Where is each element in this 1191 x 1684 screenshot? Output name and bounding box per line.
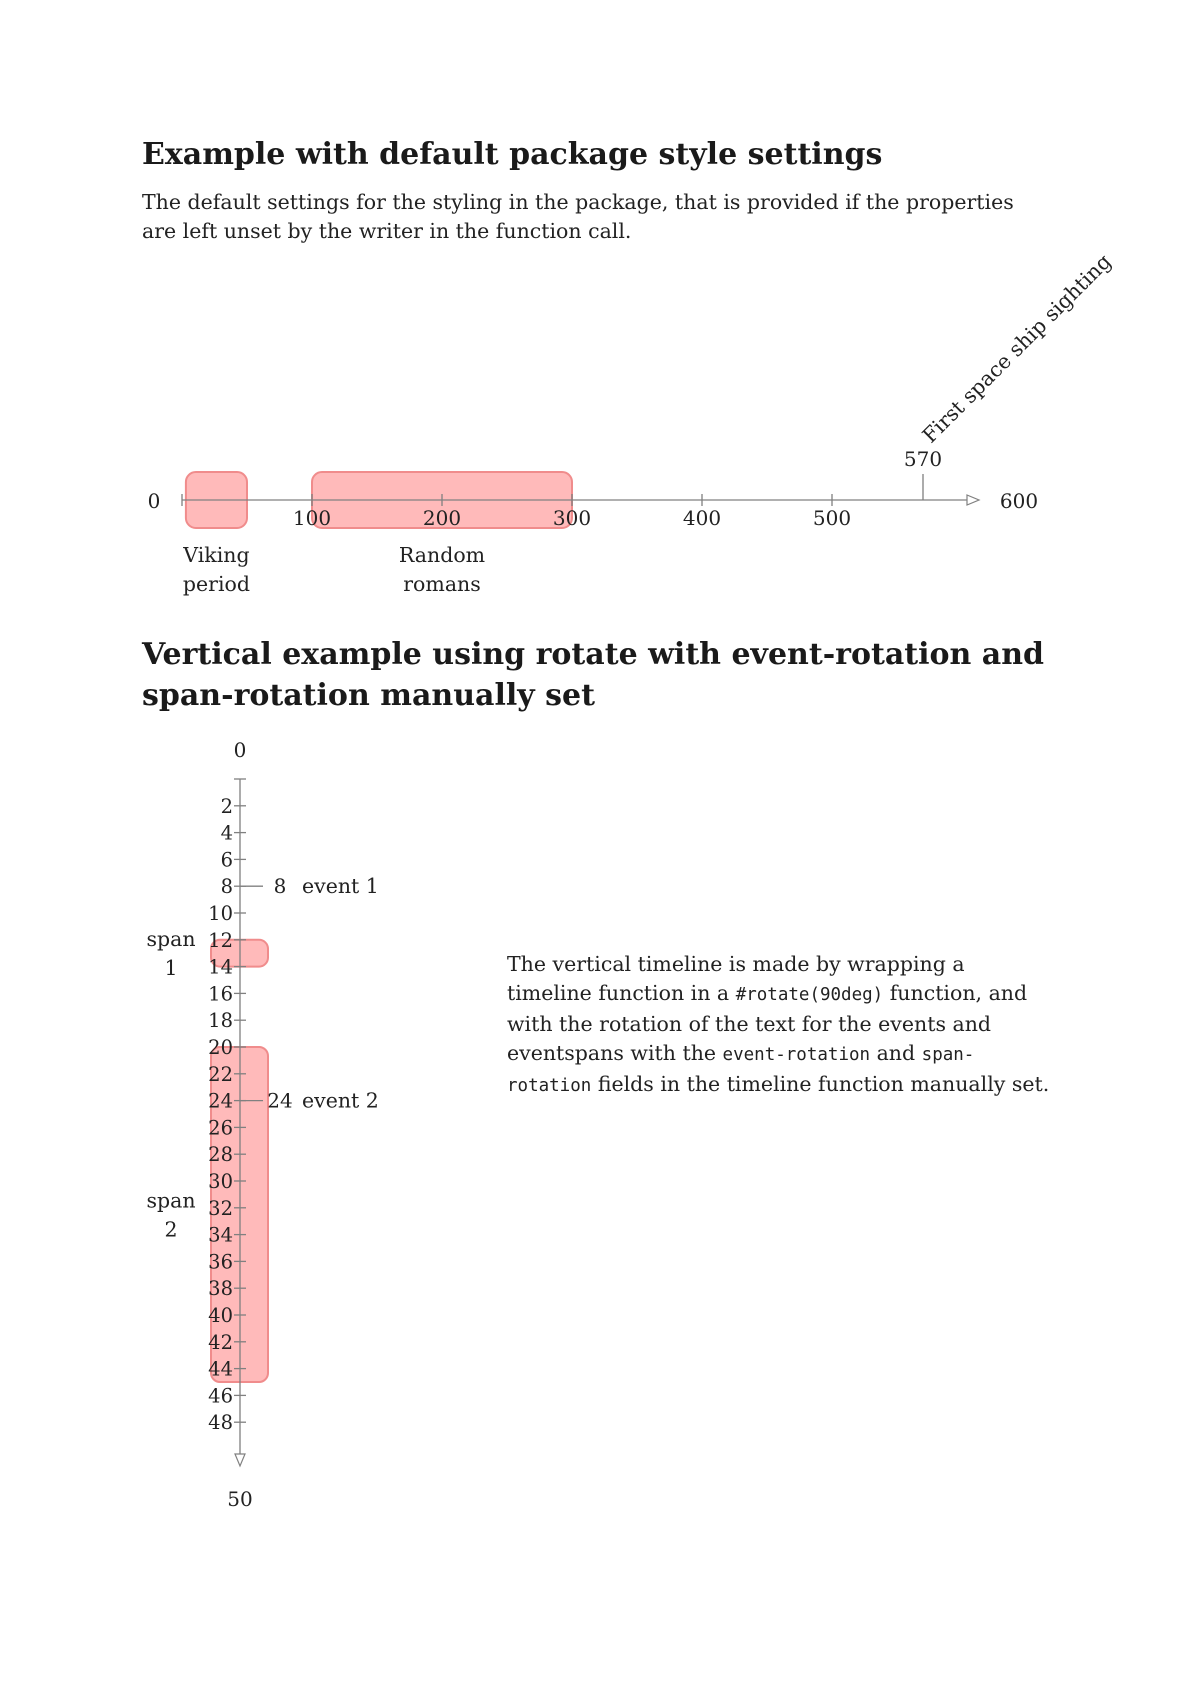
timeline2-min-label: 0 xyxy=(234,738,247,762)
timeline2-tick-label: 48 xyxy=(208,1411,233,1434)
timeline2-event-label-1: event 1 xyxy=(302,874,379,898)
timeline2-span-label-1: span xyxy=(146,927,195,951)
timeline2-max-label: 50 xyxy=(227,1487,252,1511)
timeline2-span-label-2: span xyxy=(146,1189,195,1213)
timeline1-span-label-1: period xyxy=(183,572,250,596)
timeline1-arrow xyxy=(966,494,981,506)
timeline2-tick-label: 38 xyxy=(208,1277,233,1300)
code-span-rotation: span-rotation xyxy=(507,1045,975,1096)
section2-heading-line-2: span-rotation manually set xyxy=(142,678,595,713)
timeline2-tick-label: 34 xyxy=(208,1224,233,1247)
timeline1-min-label: 0 xyxy=(148,489,161,513)
timeline2-span-label-2: 2 xyxy=(164,1218,177,1242)
timeline1-tick-label: 300 xyxy=(553,506,591,530)
timeline2-tick-label: 32 xyxy=(208,1197,233,1220)
timeline2-span-label-1: 1 xyxy=(164,956,177,980)
timeline1-event-value: 570 xyxy=(904,447,942,471)
section1-heading: Example with default package style setti… xyxy=(142,137,883,172)
timeline2-tick-label: 20 xyxy=(208,1036,233,1059)
section2-paragraph-part-2: function, and with the rotation of the t… xyxy=(507,981,1028,1065)
timeline2-tick-label: 24 xyxy=(208,1090,233,1113)
section2-heading: Vertical example using rotate with event… xyxy=(142,634,1102,716)
section2-paragraph-part-3: and xyxy=(870,1041,922,1065)
timeline2-arrow xyxy=(234,1453,246,1468)
timeline1-span-label-2: Random xyxy=(399,543,485,567)
timeline1-span-label-1: Viking xyxy=(182,543,249,567)
timeline2-tick-label: 36 xyxy=(208,1250,233,1273)
section1-paragraph: The default settings for the styling in … xyxy=(142,190,1014,243)
section2-paragraph-part-1: The vertical timeline is made by wrappin… xyxy=(507,952,965,1005)
timeline1-max-label: 600 xyxy=(1000,489,1038,513)
timeline2-tick-label: 2 xyxy=(221,795,233,818)
timeline2-tick-label: 46 xyxy=(208,1384,233,1407)
code-rotate: #rotate(90deg) xyxy=(735,985,884,1005)
timeline2-tick-label: 14 xyxy=(208,956,233,979)
timeline2-tick-label: 30 xyxy=(208,1170,233,1193)
timeline2-tick-label: 44 xyxy=(208,1358,233,1381)
timeline2-tick-label: 16 xyxy=(208,982,233,1005)
timeline2-tick-label: 12 xyxy=(208,929,233,952)
timeline1-tick-label: 200 xyxy=(423,506,461,530)
timeline2-tick-label: 6 xyxy=(221,848,233,871)
timeline1-span-label-2: romans xyxy=(403,572,481,596)
timeline2-event-label-2: event 2 xyxy=(302,1089,379,1113)
timeline1-tick-label: 100 xyxy=(293,506,331,530)
timeline2-event-value: 24 xyxy=(267,1089,292,1113)
timeline2-tick-label: 40 xyxy=(208,1304,233,1327)
timeline2-tick-label: 10 xyxy=(208,902,233,925)
timeline2-tick-label: 4 xyxy=(221,822,233,845)
section2-paragraph-part-4: fields in the timeline function manually… xyxy=(591,1072,1050,1096)
code-event-rotation: event-rotation xyxy=(722,1045,871,1065)
timeline1-tick-label: 500 xyxy=(813,506,851,530)
timeline2-tick-label: 8 xyxy=(221,875,233,898)
section2-paragraph: The vertical timeline is made by wrappin… xyxy=(507,950,1052,1101)
timeline2-tick-label: 18 xyxy=(208,1009,233,1032)
timeline2-event-value: 8 xyxy=(274,874,287,898)
timeline2-tick-label: 42 xyxy=(208,1331,233,1354)
timeline2-tick-label: 26 xyxy=(208,1116,233,1139)
timeline2-tick-label: 22 xyxy=(208,1063,233,1086)
timeline2-tick-label: 28 xyxy=(208,1143,233,1166)
section2-heading-line-1: Vertical example using rotate with event… xyxy=(142,637,1045,672)
timeline1-tick-label: 400 xyxy=(683,506,721,530)
